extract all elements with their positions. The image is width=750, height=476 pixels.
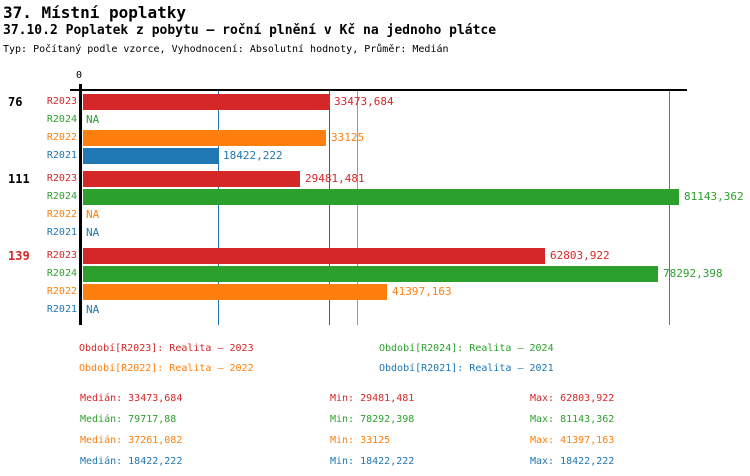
bar-R2022 <box>83 130 326 146</box>
y-axis-line <box>79 84 82 325</box>
bar-value-label: 33125 <box>331 131 365 144</box>
bar-value-label: 81143,362 <box>684 190 744 203</box>
legend-item-R2023: Období[R2023]: Realita – 2023 <box>79 343 254 354</box>
legend-item-R2021: Období[R2021]: Realita – 2021 <box>379 363 554 374</box>
bar-na-label: NA <box>86 113 100 126</box>
series-label-R2023: R2023 <box>46 250 77 261</box>
series-label-R2021: R2021 <box>46 227 77 238</box>
x-axis-line <box>70 89 687 91</box>
bar-value-label: 33473,684 <box>334 95 394 108</box>
stat-max-R2021: Max: 18422,222 <box>530 456 615 467</box>
series-label-R2024: R2024 <box>46 114 77 125</box>
bar-value-label: 41397,163 <box>392 285 452 298</box>
legend-item-R2022: Období[R2022]: Realita – 2022 <box>79 363 254 374</box>
median-line-R2021 <box>218 91 219 325</box>
series-label-R2021: R2021 <box>46 150 77 161</box>
stat-median-R2021: Medián: 18422,222 <box>80 456 183 467</box>
median-line-R2022 <box>357 91 358 325</box>
bar-R2024 <box>83 189 679 205</box>
series-label-R2022: R2022 <box>46 286 77 297</box>
bar-R2022 <box>83 284 387 300</box>
legend-item-R2024: Období[R2024]: Realita – 2024 <box>379 343 554 354</box>
stat-max-R2022: Max: 41397,163 <box>530 435 615 446</box>
stat-min-R2022: Min: 33125 <box>330 435 391 446</box>
series-label-R2024: R2024 <box>46 268 77 279</box>
stat-median-R2022: Medián: 37261,082 <box>80 435 183 446</box>
page-title: 37. Místní poplatky <box>3 3 187 22</box>
median-line-R2023 <box>329 91 330 325</box>
chart-subtitle: 37.10.2 Poplatek z pobytu – roční plnění… <box>3 23 497 38</box>
median-line-R2024 <box>669 91 670 325</box>
bar-R2023 <box>83 94 329 110</box>
bar-R2023 <box>83 248 545 264</box>
bar-na-label: NA <box>86 208 100 221</box>
bar-value-label: 78292,398 <box>663 267 723 280</box>
group-label: 111 <box>8 172 30 186</box>
stat-max-R2024: Max: 81143,362 <box>530 414 615 425</box>
stat-min-R2023: Min: 29481,481 <box>330 393 415 404</box>
group-label: 76 <box>8 95 23 109</box>
series-label-R2022: R2022 <box>46 132 77 143</box>
series-label-R2023: R2023 <box>46 173 77 184</box>
bar-value-label: 29481,481 <box>305 172 365 185</box>
stat-max-R2023: Max: 62803,922 <box>530 393 615 404</box>
series-label-R2023: R2023 <box>46 96 77 107</box>
bar-R2021 <box>83 148 218 164</box>
bar-na-label: NA <box>86 303 100 316</box>
chart-meta: Typ: Počítaný podle vzorce, Vyhodnocení:… <box>3 44 449 55</box>
series-label-R2024: R2024 <box>46 191 77 202</box>
stat-median-R2024: Medián: 79717,88 <box>80 414 177 425</box>
bar-R2023 <box>83 171 300 187</box>
stat-min-R2021: Min: 18422,222 <box>330 456 415 467</box>
series-label-R2022: R2022 <box>46 209 77 220</box>
x-axis-zero-label: 0 <box>76 70 83 81</box>
stat-median-R2023: Medián: 33473,684 <box>80 393 183 404</box>
series-label-R2021: R2021 <box>46 304 77 315</box>
stat-min-R2024: Min: 78292,398 <box>330 414 415 425</box>
bar-na-label: NA <box>86 226 100 239</box>
bar-R2024 <box>83 266 658 282</box>
bar-value-label: 18422,222 <box>223 149 283 162</box>
bar-value-label: 62803,922 <box>550 249 610 262</box>
group-label: 139 <box>8 249 30 263</box>
